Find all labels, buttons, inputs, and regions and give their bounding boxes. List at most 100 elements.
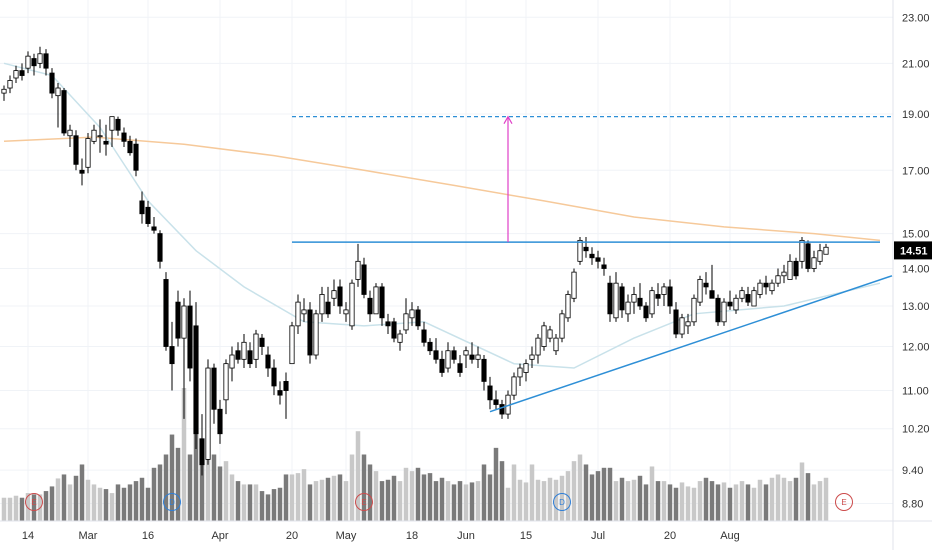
- volume-bar: [25, 493, 31, 521]
- candle-body: [121, 132, 127, 142]
- time-axis[interactable]: 14 Mar 16 Apr 20 May 18 Jun 15 Jul 20 Aug: [22, 530, 740, 542]
- candle-body: [43, 53, 49, 69]
- volume-bar: [199, 441, 205, 521]
- volume-bar: [79, 464, 85, 521]
- candle-body: [55, 87, 61, 97]
- volume-bar: [559, 475, 565, 521]
- x-tick-label: 18: [406, 530, 418, 542]
- candle-body: [667, 286, 673, 307]
- volume-bar: [193, 414, 199, 521]
- x-tick-label: 15: [520, 530, 532, 542]
- candle-body: [139, 200, 145, 215]
- volume-bar: [325, 477, 331, 521]
- candle-body: [229, 354, 235, 369]
- candle-body: [73, 135, 79, 165]
- candle-body: [751, 290, 757, 307]
- volume-bar: [7, 497, 13, 521]
- candle-body: [709, 290, 715, 299]
- volume-bar: [517, 479, 523, 521]
- volume-bar: [385, 479, 391, 521]
- candle-body: [361, 264, 367, 295]
- event-label: E: [841, 498, 846, 507]
- candle-body: [481, 358, 487, 382]
- volume-bar: [607, 467, 613, 521]
- candle-body: [7, 80, 13, 89]
- candle-body: [493, 399, 499, 405]
- candle-body: [469, 354, 475, 360]
- candle-body: [637, 297, 643, 307]
- volume-bars: [1, 388, 829, 521]
- y-tick-label: 15.00: [902, 229, 930, 241]
- candle-body: [799, 239, 805, 262]
- ascending-support-line: [489, 275, 893, 413]
- candle-body: [241, 341, 247, 360]
- candle-body: [643, 305, 649, 319]
- candle-body: [703, 282, 709, 288]
- volume-bar: [13, 495, 19, 521]
- candle-body: [1, 88, 7, 94]
- volume-bar: [253, 484, 259, 521]
- candle-body: [763, 282, 769, 288]
- volume-bar: [697, 481, 703, 521]
- volume-bar: [649, 466, 655, 521]
- candle-body: [91, 129, 97, 142]
- candle-body: [553, 337, 559, 352]
- volume-bar: [283, 474, 289, 521]
- x-tick-label: Jun: [457, 530, 475, 542]
- volume-bar: [487, 474, 493, 521]
- volume-bar: [31, 494, 37, 521]
- y-tick-label: 10.20: [902, 424, 930, 436]
- y-tick-label: 13.00: [902, 301, 930, 313]
- price-axis[interactable]: 23.00 21.00 19.00 17.00 15.00 14.00 13.00 12.00…: [902, 12, 930, 510]
- candle-body: [439, 358, 445, 373]
- volume-bar: [55, 478, 61, 521]
- candle-body: [205, 367, 211, 460]
- volume-bar: [361, 454, 367, 521]
- volume-bar: [493, 447, 499, 521]
- volume-bar: [229, 474, 235, 521]
- volume-bar: [529, 464, 535, 521]
- candle-body: [571, 271, 577, 299]
- volume-bar: [763, 484, 769, 521]
- y-tick-label: 19.00: [902, 109, 930, 121]
- candle-body: [445, 350, 451, 369]
- volume-bar: [715, 484, 721, 521]
- volume-bar: [817, 481, 823, 521]
- candle-body: [745, 294, 751, 303]
- candle-body: [259, 337, 265, 347]
- candle-body: [181, 305, 187, 339]
- volume-bar: [781, 477, 787, 521]
- volume-bar: [367, 464, 373, 521]
- volume-bar: [661, 481, 667, 521]
- volume-bar: [337, 474, 343, 521]
- candle-body: [277, 390, 283, 396]
- candle-body: [283, 381, 289, 391]
- volume-bar: [787, 481, 793, 521]
- candle-body: [457, 363, 463, 373]
- candle-body: [175, 301, 181, 339]
- measured-move-arrowhead: [503, 115, 513, 124]
- candle-body: [559, 313, 565, 339]
- candle-body: [475, 354, 481, 360]
- candle-body: [793, 260, 799, 277]
- candle-body: [421, 329, 427, 343]
- candle-body: [601, 264, 607, 269]
- volume-bar: [523, 482, 529, 521]
- volume-bar: [217, 466, 223, 521]
- volume-bar: [601, 467, 607, 521]
- moving-averages: [3, 62, 881, 369]
- candle-body: [619, 286, 625, 311]
- candle-body: [85, 138, 91, 168]
- trend-drawings[interactable]: [292, 115, 893, 413]
- volume-bar: [625, 481, 631, 521]
- candle-body: [523, 363, 529, 373]
- candle-body: [427, 341, 433, 352]
- dividend-marker: [163, 493, 181, 511]
- y-tick-label: 11.00: [902, 386, 929, 398]
- moving-average-long: [3, 136, 881, 242]
- volume-bar: [235, 481, 241, 521]
- volume-bar: [535, 479, 541, 521]
- volume-bar: [181, 388, 187, 521]
